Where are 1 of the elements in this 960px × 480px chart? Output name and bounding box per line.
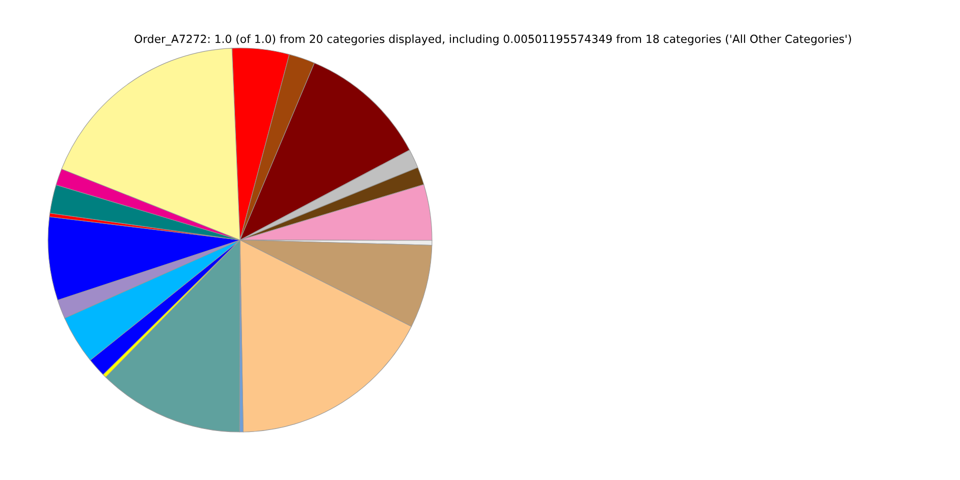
text: Order_A7272: 1.0 (of 1.0) from 20 categories displayed, including 0.00501195574349 from 18 categories ('All Other Categories') [134, 34, 852, 46]
